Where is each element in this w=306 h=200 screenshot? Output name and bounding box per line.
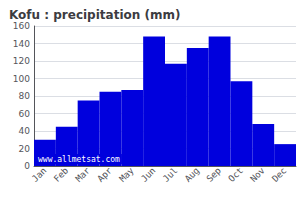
svg-text:Feb: Feb [52, 165, 71, 184]
svg-text:140: 140 [13, 39, 30, 49]
svg-text:Jan: Jan [30, 165, 49, 184]
svg-text:Jun: Jun [139, 165, 158, 184]
svg-text:60: 60 [19, 109, 31, 119]
svg-text:Kofu : precipitation (mm): Kofu : precipitation (mm) [9, 8, 180, 22]
svg-text:Apr: Apr [95, 165, 114, 184]
svg-text:May: May [117, 165, 136, 184]
svg-text:0: 0 [24, 161, 30, 171]
svg-text:100: 100 [13, 74, 30, 84]
svg-text:20: 20 [19, 144, 31, 154]
svg-text:Dec: Dec [270, 165, 289, 184]
svg-text:Nov: Nov [248, 165, 267, 184]
svg-text:Mar: Mar [74, 165, 93, 184]
svg-text:Aug: Aug [183, 165, 202, 184]
svg-text:80: 80 [19, 91, 31, 101]
svg-text:40: 40 [19, 126, 31, 136]
svg-text:Sep: Sep [205, 165, 224, 184]
svg-text:Oct: Oct [226, 165, 245, 184]
svg-text:Jul: Jul [161, 165, 180, 184]
svg-text:160: 160 [13, 21, 30, 31]
svg-text:www.allmetsat.com: www.allmetsat.com [38, 155, 120, 164]
svg-text:120: 120 [13, 56, 30, 66]
